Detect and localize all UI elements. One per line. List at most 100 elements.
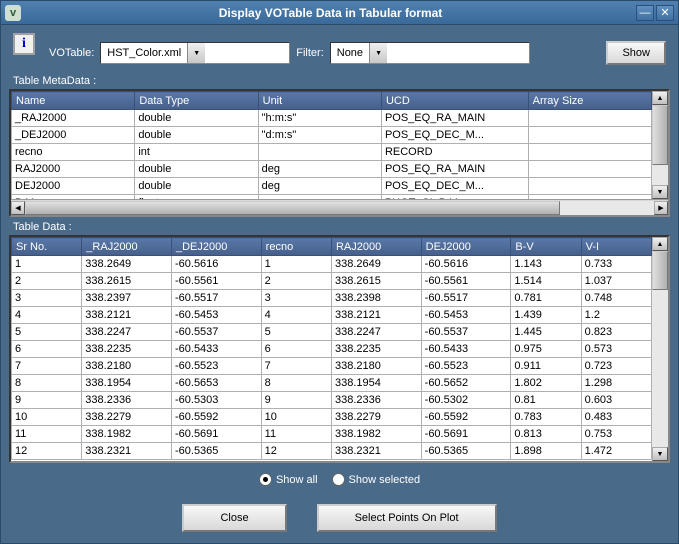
votable-value: HST_Color.xml — [101, 45, 187, 61]
table-row[interactable]: 1338.2649-60.56161338.2649-60.56161.1430… — [12, 256, 652, 273]
table-cell: RAJ2000 — [12, 161, 135, 178]
window-controls: — ✕ — [636, 5, 674, 21]
table-cell: 338.1982 — [331, 426, 421, 443]
scroll-down-icon[interactable]: ▼ — [652, 185, 668, 199]
table-row[interactable]: 3338.2397-60.55173338.2398-60.55170.7810… — [12, 290, 652, 307]
table-cell: 338.2235 — [82, 341, 172, 358]
table-cell: 338.2121 — [82, 307, 172, 324]
table-cell: 3 — [261, 290, 331, 307]
table-row[interactable]: _RAJ2000double"h:m:s"POS_EQ_RA_MAIN — [12, 110, 652, 127]
scroll-right-icon[interactable]: ▶ — [654, 201, 668, 215]
table-cell: 0.573 — [581, 341, 651, 358]
table-cell: 1.2 — [581, 307, 651, 324]
table-cell: 338.2615 — [82, 273, 172, 290]
table-cell: -60.5561 — [421, 273, 511, 290]
table-row[interactable]: 6338.2235-60.54336338.2235-60.54330.9750… — [12, 341, 652, 358]
tabledata-label: Table Data : — [9, 217, 670, 235]
table-cell: "d:m:s" — [258, 127, 381, 144]
table-row[interactable]: RAJ2000doubledegPOS_EQ_RA_MAIN — [12, 161, 652, 178]
info-button[interactable]: i — [13, 33, 35, 55]
column-header[interactable]: Data Type — [135, 92, 258, 110]
table-cell: 8 — [12, 375, 82, 392]
column-header[interactable]: _DEJ2000 — [171, 238, 261, 256]
table-cell: 338.2180 — [331, 358, 421, 375]
close-window-button[interactable]: ✕ — [656, 5, 674, 21]
table-cell: 0.723 — [581, 358, 651, 375]
show-button[interactable]: Show — [606, 41, 666, 65]
show-selected-radio[interactable] — [332, 473, 345, 486]
chevron-down-icon: ▼ — [187, 43, 205, 63]
column-header[interactable]: RAJ2000 — [331, 238, 421, 256]
filter-dropdown[interactable]: None ▼ — [330, 42, 530, 64]
table-cell: 5 — [12, 324, 82, 341]
column-header[interactable]: Array Size — [528, 92, 651, 110]
table-cell: 1.439 — [511, 307, 581, 324]
table-row[interactable]: 7338.2180-60.55237338.2180-60.55230.9110… — [12, 358, 652, 375]
close-button[interactable]: Close — [182, 504, 286, 532]
column-header[interactable]: DEJ2000 — [421, 238, 511, 256]
table-row[interactable]: 9338.2336-60.53039338.2336-60.53020.810.… — [12, 392, 652, 409]
table-cell: 0.483 — [581, 409, 651, 426]
table-cell — [528, 178, 651, 195]
column-header[interactable]: Sr No. — [12, 238, 82, 256]
table-cell: double — [135, 178, 258, 195]
table-cell: 338.2336 — [331, 392, 421, 409]
metadata-hscroll[interactable]: ◀ ▶ — [11, 199, 668, 215]
table-row[interactable]: 2338.2615-60.55612338.2615-60.55611.5141… — [12, 273, 652, 290]
table-cell: 9 — [261, 392, 331, 409]
table-cell: -60.5592 — [171, 409, 261, 426]
table-row[interactable]: 8338.1954-60.56538338.1954-60.56521.8021… — [12, 375, 652, 392]
show-all-radio[interactable] — [259, 473, 272, 486]
table-row[interactable]: 12338.2321-60.536512338.2321-60.53651.89… — [12, 443, 652, 460]
table-cell: -60.5537 — [171, 324, 261, 341]
table-row[interactable]: 5338.2247-60.55375338.2247-60.55371.4450… — [12, 324, 652, 341]
table-cell: 338.2615 — [331, 273, 421, 290]
table-cell: DEJ2000 — [12, 178, 135, 195]
table-row[interactable]: recnointRECORD — [12, 144, 652, 161]
show-all-label: Show all — [276, 474, 318, 486]
table-cell: 1 — [261, 256, 331, 273]
column-header[interactable]: recno — [261, 238, 331, 256]
table-cell: -60.5453 — [171, 307, 261, 324]
metadata-vscroll[interactable]: ▲ ▼ — [652, 91, 668, 199]
column-header[interactable]: B-V — [511, 238, 581, 256]
table-cell: 1.472 — [581, 443, 651, 460]
column-header[interactable]: UCD — [381, 92, 528, 110]
scroll-up-icon[interactable]: ▲ — [652, 91, 668, 105]
table-cell: 338.2279 — [82, 409, 172, 426]
column-header[interactable]: V-I — [581, 238, 651, 256]
table-cell: 0.783 — [511, 409, 581, 426]
table-row[interactable]: 4338.2121-60.54534338.2121-60.54531.4391… — [12, 307, 652, 324]
scroll-left-icon[interactable]: ◀ — [11, 201, 25, 215]
table-row[interactable]: 11338.1982-60.569111338.1982-60.56910.81… — [12, 426, 652, 443]
table-cell: 338.2321 — [82, 443, 172, 460]
select-points-button[interactable]: Select Points On Plot — [317, 504, 497, 532]
column-header[interactable]: Name — [12, 92, 135, 110]
filter-row: VOTable: HST_Color.xml ▼ Filter: None ▼ … — [9, 29, 670, 71]
table-cell: 338.2235 — [331, 341, 421, 358]
scroll-down-icon[interactable]: ▼ — [652, 447, 668, 461]
table-cell: -60.5523 — [171, 358, 261, 375]
table-cell: 0.781 — [511, 290, 581, 307]
table-cell: 11 — [261, 426, 331, 443]
minimize-button[interactable]: — — [636, 5, 654, 21]
table-cell: deg — [258, 178, 381, 195]
table-row[interactable]: DEJ2000doubledegPOS_EQ_DEC_M... — [12, 178, 652, 195]
table-cell: double — [135, 110, 258, 127]
radio-row: Show all Show selected — [9, 463, 670, 496]
table-row[interactable]: 10338.2279-60.559210338.2279-60.55920.78… — [12, 409, 652, 426]
table-cell: 0.975 — [511, 341, 581, 358]
table-cell: POS_EQ_RA_MAIN — [381, 110, 528, 127]
data-vscroll[interactable]: ▲ ▼ — [652, 237, 668, 461]
table-cell: 338.2247 — [82, 324, 172, 341]
data-table-container: Sr No._RAJ2000_DEJ2000recnoRAJ2000DEJ200… — [9, 235, 670, 463]
votable-dropdown[interactable]: HST_Color.xml ▼ — [100, 42, 290, 64]
scroll-up-icon[interactable]: ▲ — [652, 237, 668, 251]
table-cell: 1.037 — [581, 273, 651, 290]
column-header[interactable]: _RAJ2000 — [82, 238, 172, 256]
table-cell: 8 — [261, 375, 331, 392]
column-header[interactable]: Unit — [258, 92, 381, 110]
table-cell: 0.603 — [581, 392, 651, 409]
table-row[interactable]: _DEJ2000double"d:m:s"POS_EQ_DEC_M... — [12, 127, 652, 144]
table-cell: 2 — [12, 273, 82, 290]
